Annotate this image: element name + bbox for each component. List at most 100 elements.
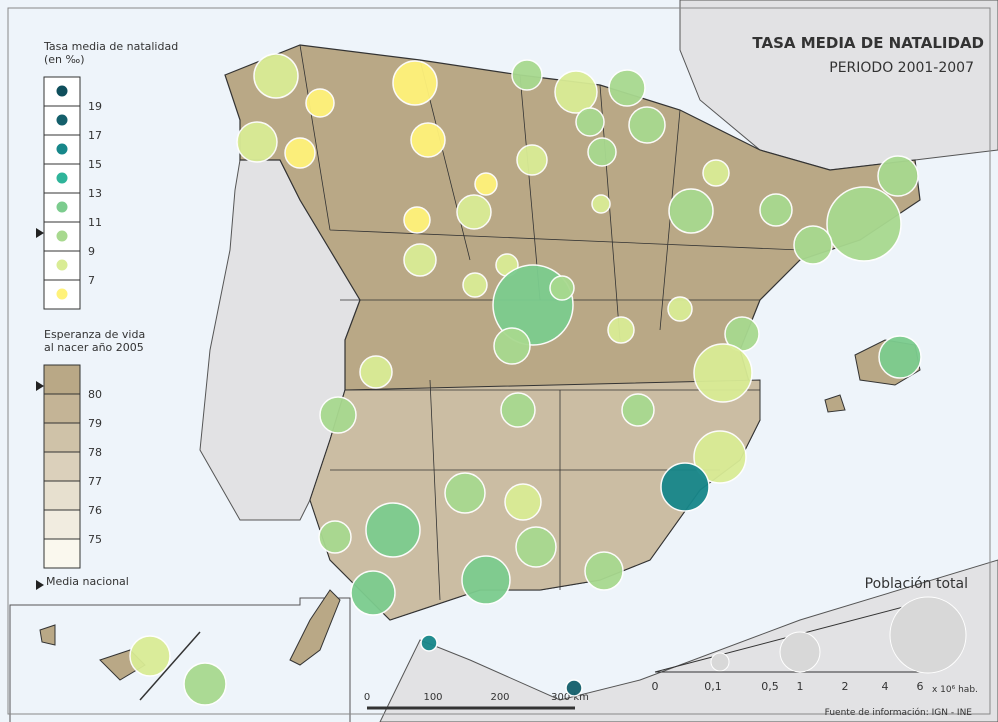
legend-title: Tasa media de natalidad: [43, 40, 178, 53]
legend-swatch: [55, 258, 69, 272]
province-bubble: [693, 430, 747, 484]
province-bubble: [305, 88, 335, 118]
national-mean-label: Media nacional: [46, 575, 129, 588]
province-bubble: [129, 635, 171, 677]
population-tick: 2: [842, 680, 849, 693]
province-bubble: [591, 194, 611, 214]
province-bubble: [693, 343, 753, 403]
legend-cell: [43, 538, 81, 569]
province-bubble: [183, 662, 227, 706]
legend-tick: 17: [88, 129, 102, 142]
legend-cell: [43, 509, 81, 540]
province-bubble: [500, 392, 536, 428]
legend-swatch: [55, 84, 69, 98]
subtitle: PERIODO 2001-2007: [829, 60, 974, 76]
province-borders: [299, 44, 801, 601]
province-bubble: [515, 526, 557, 568]
scale-tick: 300 km: [551, 692, 589, 703]
legend-tick: 77: [88, 475, 102, 488]
scale-tick: 100: [423, 692, 442, 703]
province-bubble: [350, 570, 396, 616]
legend-cell: [43, 422, 81, 453]
population-tick: 1: [797, 680, 804, 693]
province-bubble: [621, 393, 655, 427]
province-bubble: [236, 121, 278, 163]
balearic-islands: [824, 394, 846, 413]
province-bubble: [549, 275, 575, 301]
title: TASA MEDIA DE NATALIDAD: [752, 34, 984, 52]
mean-arrow: [36, 228, 44, 238]
size-sample: [710, 652, 730, 672]
province-bubble: [877, 155, 919, 197]
scale-tick: 0: [364, 692, 370, 703]
legend-cell: [43, 451, 81, 482]
legend-tick: 79: [88, 417, 102, 430]
inset-divider: [139, 631, 201, 701]
province-bubble: [284, 137, 316, 169]
legend-title: (en ‰): [44, 53, 85, 66]
population-tick: 6: [917, 680, 924, 693]
province-bubble: [587, 137, 617, 167]
province-bubble: [878, 335, 922, 379]
canary-inset: [9, 597, 351, 722]
province-bubble: [474, 172, 498, 196]
province-bubble: [319, 396, 357, 434]
legend-cell: [43, 393, 81, 424]
province-bubble: [759, 193, 793, 227]
province-bubble: [253, 53, 299, 99]
province-bubble: [608, 69, 646, 107]
legend-tick: 7: [88, 274, 95, 287]
source: Fuente de información: IGN - INE: [825, 707, 973, 718]
province-bubble: [702, 159, 730, 187]
population-tick: 0,1: [704, 680, 722, 693]
province-bubble: [456, 194, 492, 230]
province-bubble: [359, 355, 393, 389]
population-tick: 0,5: [761, 680, 779, 693]
legend-tick: 9: [88, 245, 95, 258]
province-bubble: [461, 555, 511, 605]
legend-tick: 80: [88, 388, 102, 401]
province-bubble: [668, 188, 714, 234]
population-tick: 4: [882, 680, 889, 693]
scale-tick: 200: [490, 692, 509, 703]
legend-title: Esperanza de vida: [44, 328, 145, 341]
legend-tick: 19: [88, 100, 102, 113]
legend-cell: [43, 364, 81, 395]
frame: [7, 7, 991, 715]
province-bubble: [575, 107, 605, 137]
population-tick: 0: [652, 680, 659, 693]
province-bubble: [318, 520, 352, 554]
province-bubble: [660, 462, 710, 512]
province-bubble: [504, 483, 542, 521]
legend-swatch: [55, 171, 69, 185]
province-bubble: [420, 634, 438, 652]
province-bubble: [403, 206, 431, 234]
canary-islands: [39, 624, 56, 646]
province-bubble: [410, 122, 446, 158]
legend-tick: 76: [88, 504, 102, 517]
province-bubble: [584, 551, 624, 591]
legend-tick: 75: [88, 533, 102, 546]
legend-tick: 13: [88, 187, 102, 200]
legend-swatch: [55, 200, 69, 214]
legend-tick: 78: [88, 446, 102, 459]
legend-title: al nacer año 2005: [44, 341, 144, 354]
legend-swatch: [55, 229, 69, 243]
province-bubble: [462, 272, 488, 298]
province-bubble: [628, 106, 666, 144]
province-bubble: [565, 679, 583, 697]
province-bubble: [493, 327, 531, 365]
mean-arrow: [36, 580, 44, 590]
legend-swatch: [55, 287, 69, 301]
province-bubble: [392, 60, 438, 106]
province-bubble: [444, 472, 486, 514]
size-sample: [779, 631, 821, 673]
mean-arrow: [36, 381, 44, 391]
province-bubble: [607, 316, 635, 344]
legend-tick: 11: [88, 216, 102, 229]
province-bubble: [667, 296, 693, 322]
legend-cell: [43, 480, 81, 511]
province-bubble: [826, 186, 902, 262]
province-bubble: [554, 70, 598, 114]
